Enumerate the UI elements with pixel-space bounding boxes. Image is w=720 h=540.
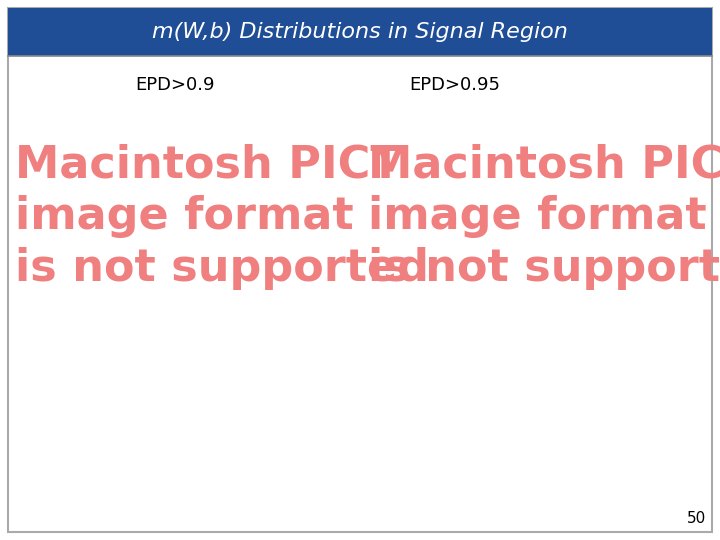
Text: image format: image format [15,195,354,239]
Text: image format: image format [368,195,706,239]
Text: 50: 50 [687,511,706,526]
Bar [8,8,712,56]
Text: m(W,b) Distributions in Signal Region: m(W,b) Distributions in Signal Region [152,22,568,42]
Text: Macintosh PICT: Macintosh PICT [15,144,401,186]
Text: Macintosh PICT: Macintosh PICT [368,144,720,186]
Text: is not supported: is not supported [368,247,720,291]
Text: EPD>0.9: EPD>0.9 [135,76,215,94]
Text: is not supported: is not supported [15,247,429,291]
Text: EPD>0.95: EPD>0.95 [410,76,500,94]
